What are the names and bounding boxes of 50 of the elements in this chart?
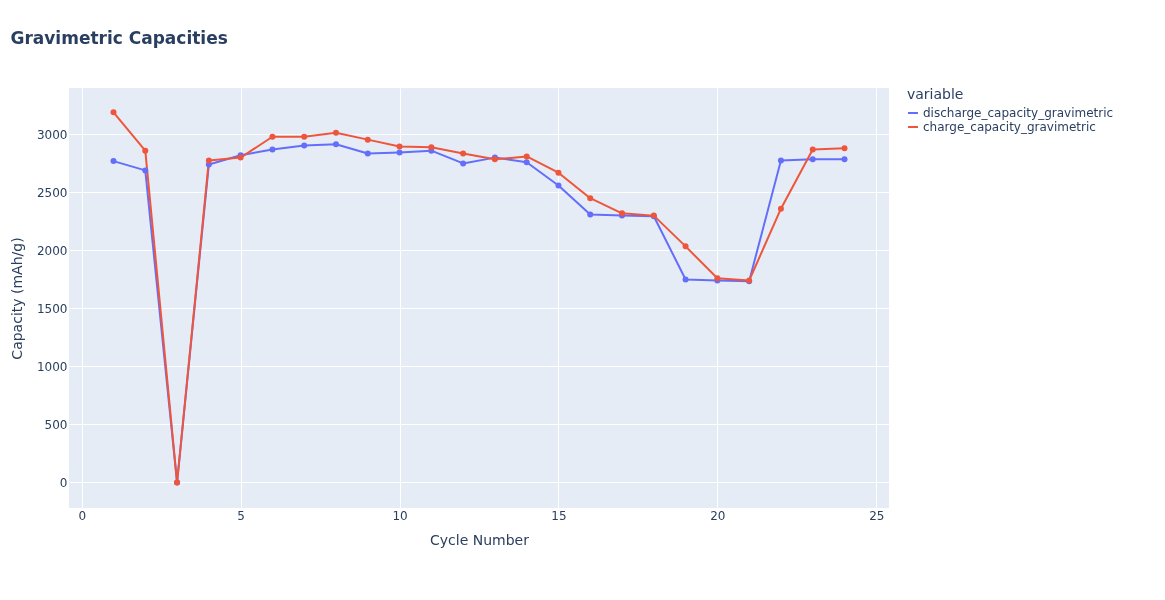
y-axis-title: Capacity (mAh/g) — [8, 237, 25, 360]
y-tick-label: 2500 — [36, 185, 68, 200]
point — [301, 133, 308, 140]
y-tick-label: 2000 — [36, 243, 68, 258]
point — [396, 149, 403, 156]
point — [777, 157, 784, 164]
y-tick-label: 1000 — [36, 359, 68, 374]
point — [205, 157, 212, 164]
x-tick-label: 10 — [392, 508, 408, 523]
point — [364, 150, 371, 157]
point — [841, 156, 848, 163]
point — [460, 150, 467, 157]
point — [841, 145, 848, 152]
point — [555, 169, 562, 176]
point — [587, 195, 594, 202]
x-tick-label: 25 — [869, 508, 885, 523]
point — [269, 146, 276, 153]
point — [332, 129, 339, 136]
point — [777, 205, 784, 212]
point — [269, 133, 276, 140]
point — [809, 146, 816, 153]
y-tick-label: 1500 — [36, 301, 68, 316]
y-tick-label: 3000 — [36, 127, 68, 142]
point — [460, 160, 467, 167]
y-tick-label: 0 — [59, 475, 68, 490]
point — [682, 243, 689, 250]
legend-title: variable — [907, 86, 964, 102]
point — [555, 182, 562, 189]
point — [110, 158, 117, 165]
x-tick-label: 0 — [78, 508, 87, 523]
legend-label: discharge_capacity_gravimetric — [923, 106, 1114, 120]
x-axis-title: Cycle Number — [430, 531, 530, 548]
point — [396, 143, 403, 150]
point — [364, 136, 371, 143]
point — [587, 211, 594, 218]
x-tick-label: 15 — [551, 508, 567, 523]
point — [332, 141, 339, 148]
x-tick-label: 20 — [710, 508, 726, 523]
point — [809, 156, 816, 163]
point — [523, 153, 530, 160]
x-tick-label: 5 — [237, 508, 245, 523]
chart-title: Gravimetric Capacities — [10, 28, 228, 48]
y-tick-label: 500 — [44, 417, 68, 432]
point — [301, 142, 308, 149]
point — [110, 109, 117, 116]
point — [142, 147, 149, 154]
point — [523, 159, 530, 166]
legend-label: charge_capacity_gravimetric — [923, 120, 1096, 134]
point — [682, 276, 689, 283]
point — [142, 167, 149, 174]
